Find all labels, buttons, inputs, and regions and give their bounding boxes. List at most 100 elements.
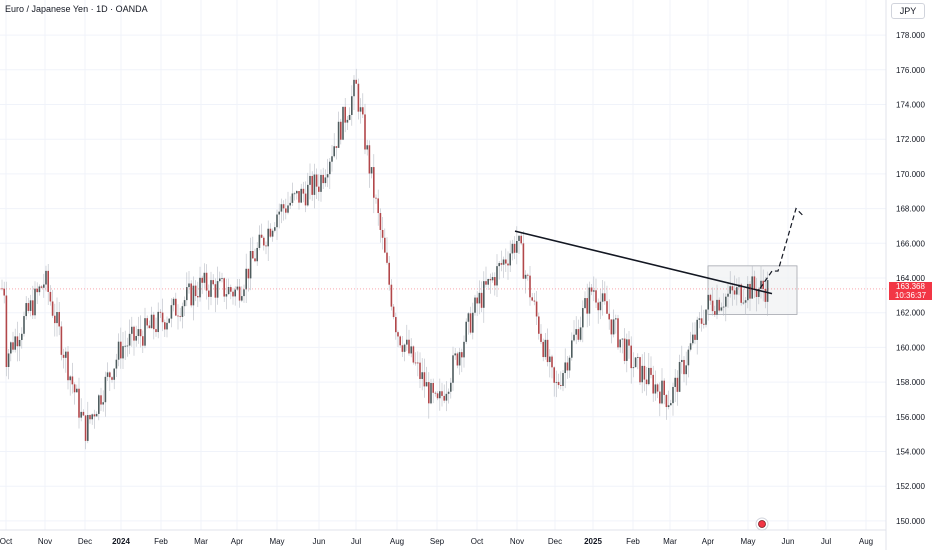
candle-body bbox=[432, 382, 434, 393]
last-price-value: 163.368 bbox=[896, 282, 925, 291]
candle-body bbox=[406, 339, 408, 345]
candle-body bbox=[483, 281, 485, 308]
candle-body bbox=[520, 235, 522, 244]
candle-body bbox=[500, 263, 503, 265]
y-tick-label: 162.000 bbox=[896, 309, 925, 318]
candle-body bbox=[522, 243, 525, 279]
candle-body bbox=[51, 301, 54, 316]
candle-body bbox=[476, 297, 478, 304]
candle-body bbox=[12, 342, 14, 350]
candle-body bbox=[452, 355, 454, 383]
candle-body bbox=[469, 313, 472, 333]
candle-body bbox=[214, 284, 217, 298]
candle-body bbox=[403, 344, 406, 352]
candle-body bbox=[509, 253, 511, 266]
x-tick-label: Nov bbox=[38, 537, 52, 546]
candle-body bbox=[733, 290, 736, 295]
candle-body bbox=[766, 280, 769, 302]
candle-body bbox=[683, 359, 685, 375]
candle-body bbox=[153, 314, 155, 330]
currency-button[interactable]: JPY bbox=[891, 3, 925, 19]
candle-body bbox=[375, 197, 377, 199]
candle-body bbox=[740, 284, 742, 303]
candle-body bbox=[753, 276, 756, 289]
candle-body bbox=[445, 393, 448, 401]
chart-grid bbox=[0, 0, 887, 550]
candle-body bbox=[348, 114, 351, 120]
candle-body bbox=[608, 313, 610, 320]
candle-body bbox=[474, 297, 476, 313]
candle-body bbox=[696, 319, 698, 340]
candle-body bbox=[579, 327, 582, 340]
candle-body bbox=[458, 352, 461, 366]
candle-body bbox=[331, 156, 333, 162]
candle-body bbox=[80, 411, 82, 418]
y-tick-label: 178.000 bbox=[896, 31, 925, 40]
candle-body bbox=[14, 336, 16, 350]
candle-body bbox=[694, 334, 696, 340]
candle-body bbox=[289, 202, 291, 206]
candle-body bbox=[221, 278, 223, 280]
candle-body bbox=[463, 341, 465, 358]
y-tick-label: 168.000 bbox=[896, 205, 925, 214]
candle-body bbox=[313, 174, 316, 195]
candle-body bbox=[760, 280, 762, 289]
candle-body bbox=[84, 415, 87, 441]
candle-body bbox=[280, 204, 283, 212]
y-tick-label: 150.000 bbox=[896, 517, 925, 526]
candle-body bbox=[597, 302, 599, 311]
candle-body bbox=[353, 79, 355, 97]
candle-body bbox=[362, 107, 364, 115]
candle-body bbox=[40, 286, 43, 288]
candle-body bbox=[566, 362, 569, 371]
x-tick-label: Oct bbox=[0, 537, 13, 546]
x-tick-label: Oct bbox=[471, 537, 484, 546]
candle-body bbox=[245, 268, 247, 290]
candle-body bbox=[254, 258, 256, 262]
candle-body bbox=[326, 174, 329, 178]
candle-body bbox=[502, 259, 505, 265]
candle-body bbox=[21, 333, 23, 340]
candle-body bbox=[208, 290, 210, 297]
candle-body bbox=[192, 285, 195, 306]
candle-body bbox=[678, 361, 681, 392]
candle-body bbox=[617, 318, 619, 348]
candle-body bbox=[359, 107, 362, 112]
candle-body bbox=[568, 357, 571, 371]
candle-body bbox=[7, 353, 10, 367]
candle-body bbox=[227, 287, 230, 295]
candle-body bbox=[219, 278, 221, 282]
candle-body bbox=[428, 382, 430, 404]
candle-body bbox=[628, 339, 630, 346]
candle-body bbox=[252, 251, 254, 259]
candle-body bbox=[454, 353, 456, 356]
candle-body bbox=[212, 280, 214, 285]
candle-body bbox=[188, 283, 190, 288]
candle-body bbox=[29, 300, 32, 311]
candle-body bbox=[709, 294, 712, 301]
candle-body bbox=[164, 322, 166, 330]
candle-body bbox=[111, 377, 113, 380]
candle-body bbox=[505, 259, 507, 264]
candle-body bbox=[410, 346, 412, 354]
candle-body bbox=[489, 278, 492, 281]
candle-body bbox=[384, 237, 386, 253]
y-tick-label: 158.000 bbox=[896, 378, 925, 387]
time-axis: Oct Nov Dec 2024 Feb Mar Apr May Jun Jul Aug Sep Oct… bbox=[0, 537, 873, 546]
candle-body bbox=[370, 167, 373, 174]
candle-body bbox=[377, 198, 379, 214]
candle-body bbox=[659, 391, 661, 404]
candle-body bbox=[676, 377, 679, 392]
candle-body bbox=[300, 188, 302, 203]
candle-body bbox=[234, 289, 236, 297]
candle-body bbox=[144, 318, 146, 346]
candle-body bbox=[472, 312, 474, 333]
y-tick-label: 156.000 bbox=[896, 413, 925, 422]
candle-body bbox=[58, 312, 60, 327]
x-tick-label: Aug bbox=[859, 537, 873, 546]
candle-body bbox=[564, 362, 566, 374]
candle-body bbox=[698, 318, 701, 320]
candle-body bbox=[190, 283, 192, 306]
candle-body bbox=[333, 146, 335, 157]
